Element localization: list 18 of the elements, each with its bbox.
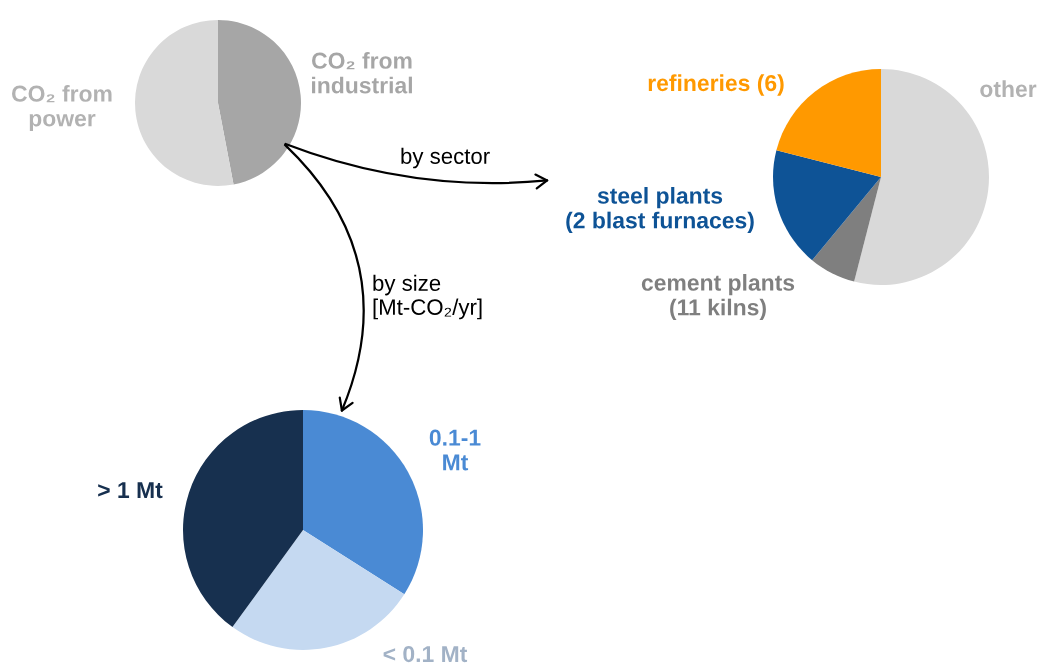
text: by sector [401, 147, 490, 169]
slice-label: other [980, 80, 1037, 98]
slice-label: steel plants (2 blast furnaces) [566, 186, 754, 234]
pie-slice [135, 20, 234, 186]
slice-label: > 1 Mt [98, 482, 163, 499]
text: by size [Mt-CO₂/yr] [373, 274, 482, 320]
pie-slice [773, 150, 881, 261]
slice-label: 0.1-1 Mt [429, 429, 481, 471]
pie-slice [183, 410, 303, 628]
slice-label: cement plants (11 kilns) [641, 273, 795, 321]
pie-slice [218, 20, 301, 185]
pie-slice [232, 530, 405, 650]
slice-label: < 0.1 Mt [383, 645, 468, 663]
slice-label: CO₂ from industrial [312, 51, 412, 94]
pie-slice [303, 410, 423, 595]
pie-slice [812, 177, 881, 282]
slice-label: refineries (6) [648, 74, 784, 96]
slice-label: CO₂ from power [12, 84, 112, 132]
